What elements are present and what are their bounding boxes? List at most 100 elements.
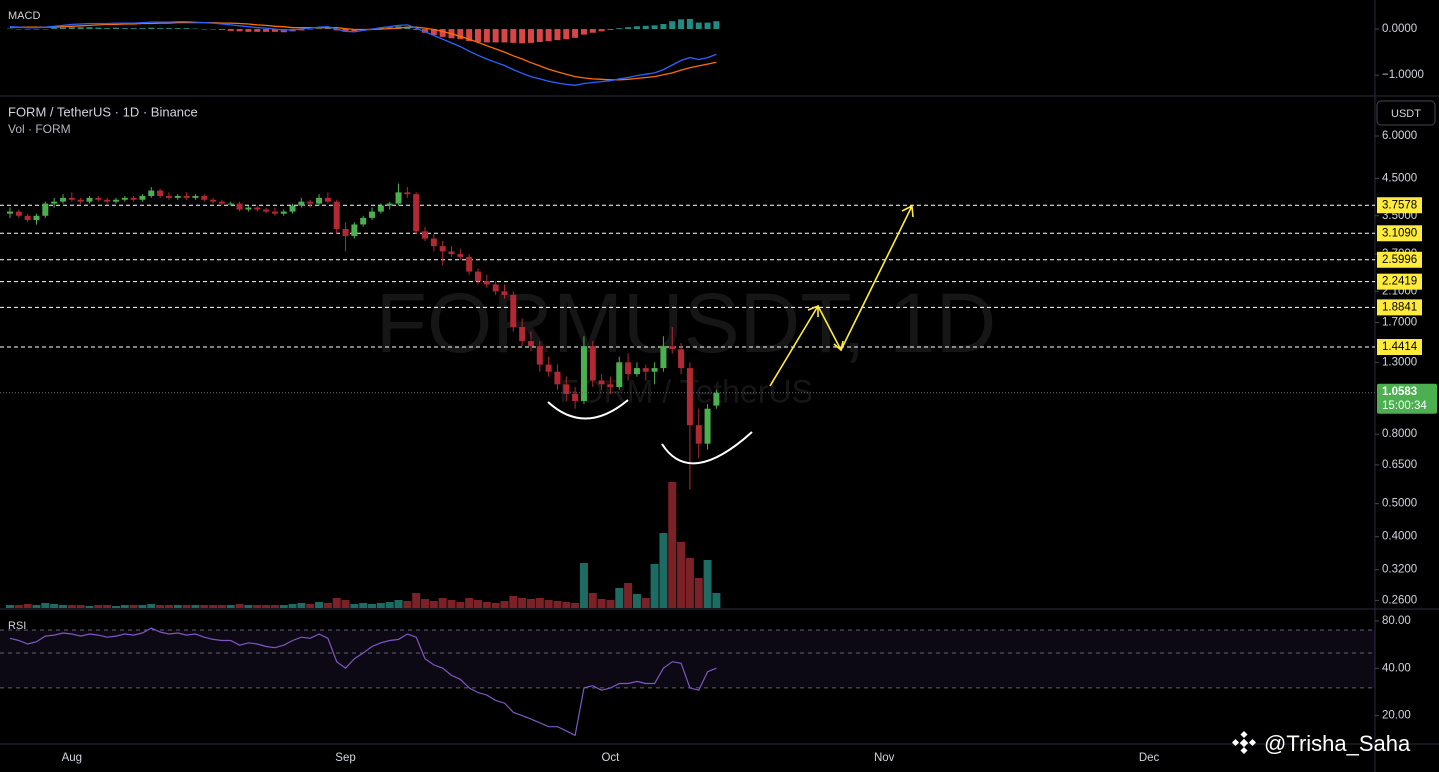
volume-bar	[500, 601, 509, 608]
projection-arrows	[769, 204, 914, 387]
candle-body	[386, 203, 393, 206]
volume-bar	[288, 604, 297, 608]
histogram-bar	[686, 18, 693, 30]
button-frame[interactable]	[1376, 100, 1436, 126]
candle-body	[342, 229, 349, 237]
histogram-bar	[165, 28, 172, 30]
x-tick-label: Oct	[601, 752, 620, 764]
countdown: 15:00:34	[1382, 400, 1427, 412]
candle-body	[165, 195, 172, 198]
histogram-bar	[77, 27, 84, 30]
volume-bar	[650, 564, 659, 608]
y-tick-label: 6.0000	[1382, 130, 1417, 142]
volume-bar	[456, 602, 465, 608]
x-tick-label: Aug	[62, 752, 82, 764]
histogram-bar	[42, 29, 49, 30]
candle-body	[413, 194, 420, 232]
rounded-bottom	[547, 399, 629, 420]
histogram-bar	[254, 29, 261, 32]
candle-body	[227, 203, 234, 205]
level-tag	[1377, 299, 1422, 316]
histogram-bar	[545, 29, 552, 42]
histogram-bar	[24, 29, 31, 30]
volume-bar	[562, 602, 571, 608]
button-label[interactable]: USDT	[1391, 108, 1421, 120]
candle-body	[86, 197, 93, 202]
histogram-bar	[15, 29, 22, 30]
histogram-bar	[68, 27, 75, 30]
candle-body	[430, 238, 437, 247]
candle-body	[598, 380, 605, 385]
volume-bar	[579, 563, 588, 608]
volume-bar	[315, 602, 324, 608]
histogram-bar	[95, 27, 102, 30]
candle-body	[474, 271, 481, 282]
volume-bar	[518, 598, 527, 608]
candle-body	[686, 368, 693, 426]
histogram-bar	[263, 29, 270, 32]
volume-bar	[526, 599, 535, 608]
histogram-bar	[210, 29, 217, 30]
candle-body	[466, 256, 473, 272]
candle-body	[563, 384, 570, 394]
level-tag	[1377, 251, 1422, 268]
volume-bar	[94, 605, 103, 608]
histogram-bar	[157, 28, 164, 30]
volume-bar	[403, 601, 412, 608]
volume-bar	[685, 558, 694, 608]
histogram-bar	[33, 29, 40, 30]
y-tick-label: 4.5000	[1382, 173, 1417, 185]
volume-bar	[421, 599, 430, 608]
histogram-bar	[183, 28, 190, 30]
histogram-bar	[112, 27, 119, 30]
logo-part	[1239, 738, 1249, 748]
candle-body	[307, 201, 314, 204]
volume-bar	[138, 605, 147, 608]
candle-body	[112, 199, 119, 202]
candle-body	[651, 368, 658, 372]
y-tick-label: 0.8000	[1382, 428, 1417, 440]
candle-body	[218, 201, 225, 204]
y-tick-label: 20.00	[1382, 710, 1411, 722]
volume-bar	[32, 605, 41, 608]
candle-body	[263, 209, 270, 212]
volume-bar	[103, 605, 112, 608]
volume-bar	[385, 602, 394, 608]
level-tag	[1377, 225, 1422, 242]
histogram-bar	[527, 29, 534, 43]
histogram-bar	[510, 29, 517, 43]
candle-body	[42, 203, 49, 216]
candle-body	[704, 408, 711, 444]
y-tick-label: 80.00	[1382, 615, 1411, 627]
volume-bar	[23, 604, 32, 608]
histogram-bar	[139, 28, 146, 30]
volume-bar	[368, 604, 377, 608]
currency-button[interactable]: USDT	[1376, 100, 1436, 126]
y-tick-label: 0.6500	[1382, 459, 1417, 471]
volume-bar	[217, 605, 226, 608]
volume-bar	[297, 603, 306, 608]
level-label: 2.2419	[1382, 276, 1417, 288]
level-label: 2.5996	[1382, 254, 1417, 266]
histogram-bar	[492, 29, 499, 43]
histogram-bar	[501, 29, 508, 43]
y-tick-label: 1.7000	[1382, 317, 1417, 329]
histogram-bar	[422, 29, 429, 33]
candle-body	[492, 284, 499, 292]
volume-bar	[41, 603, 50, 608]
histogram-bar	[572, 29, 579, 38]
candle-body	[121, 197, 128, 200]
histogram-bar	[130, 28, 137, 30]
volume-title: Vol · FORM	[8, 122, 71, 136]
candle-body	[510, 294, 517, 328]
volume-bar	[191, 605, 200, 608]
volume-bar	[632, 594, 641, 608]
histogram-bar	[59, 27, 66, 30]
candle-body	[554, 371, 561, 385]
volume-bar	[129, 605, 138, 608]
author: @Trisha_Saha	[1264, 731, 1411, 756]
volume-bar	[173, 605, 182, 608]
volume-bar	[262, 605, 271, 608]
